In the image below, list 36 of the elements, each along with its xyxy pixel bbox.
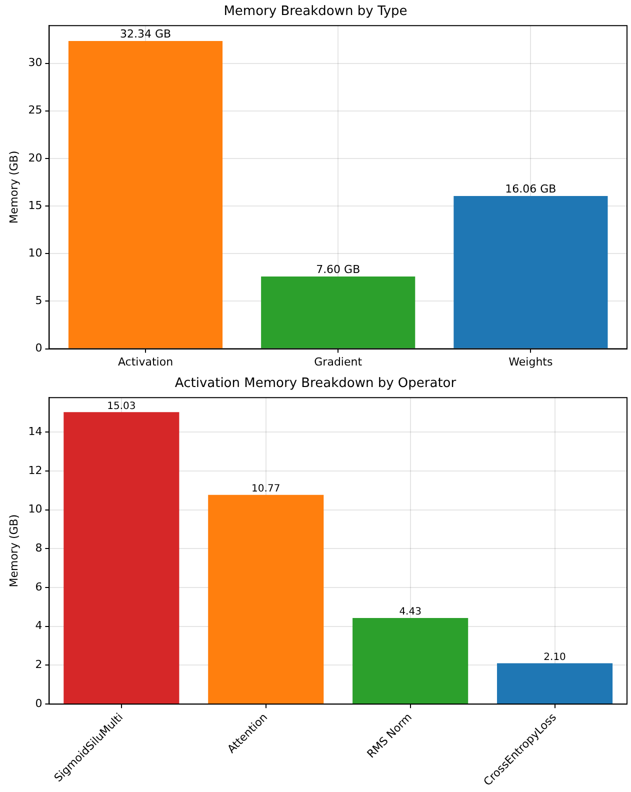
y-tick-label: 0 [35, 342, 42, 355]
data-label: 7.60 GB [316, 262, 360, 276]
y-axis-title: Memory (GB) [7, 150, 20, 224]
bar [68, 41, 223, 348]
x-tick-label: Weights [508, 355, 553, 368]
y-tick-label: 10 [28, 246, 42, 260]
chart-title: Memory Breakdown by Type [224, 4, 408, 20]
bar [261, 276, 416, 348]
y-tick-label: 2 [35, 658, 42, 672]
y-tick-label: 12 [28, 464, 42, 477]
data-label: 4.43 [399, 606, 422, 618]
y-tick-label: 25 [28, 104, 42, 117]
bar [352, 618, 468, 704]
y-tick-label: 10 [28, 502, 42, 516]
y-tick-label: 5 [35, 294, 42, 308]
y-tick-label: 0 [35, 696, 42, 710]
y-tick-label: 30 [28, 56, 42, 70]
bar [64, 412, 180, 704]
y-tick-label: 6 [35, 580, 42, 594]
bar [454, 196, 608, 348]
x-tick-label: Gradient [314, 355, 363, 368]
y-tick-label: 15 [28, 198, 42, 212]
y-tick-label: 20 [28, 151, 42, 164]
data-label: 16.06 GB [505, 182, 556, 196]
y-tick-label: 14 [28, 425, 42, 438]
data-label: 32.34 GB [120, 27, 172, 40]
data-label: 2.10 [544, 652, 566, 663]
x-tick-label: Activation [118, 355, 174, 368]
chart-title: Activation Memory Breakdown by Operator [174, 376, 457, 392]
y-tick-label: 4 [35, 619, 42, 632]
data-label: 15.03 [107, 400, 136, 412]
y-tick-label: 8 [35, 542, 42, 555]
bar [496, 663, 613, 704]
y-axis-title: Memory (GB) [7, 514, 20, 588]
bar [208, 494, 324, 704]
data-label: 10.77 [252, 483, 280, 494]
